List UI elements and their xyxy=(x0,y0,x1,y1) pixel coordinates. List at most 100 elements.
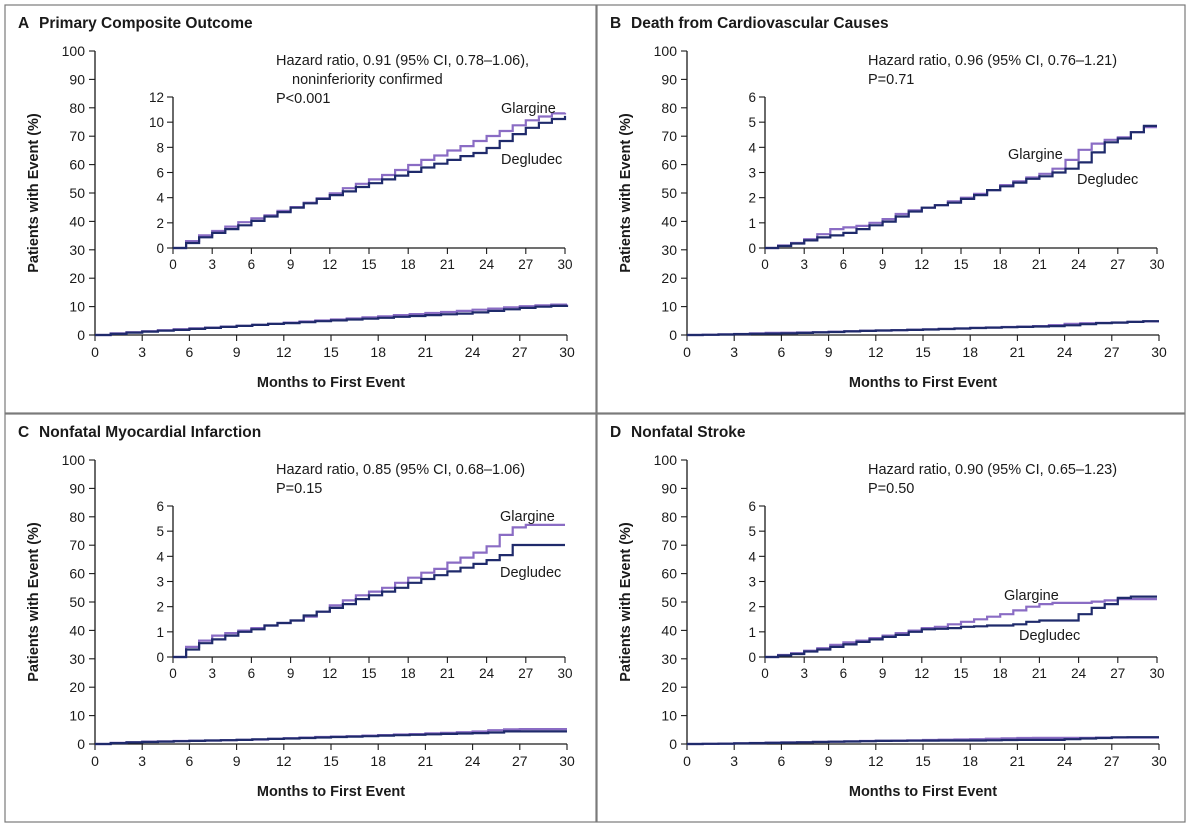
inset-x-tick-label: 0 xyxy=(169,666,177,681)
y-tick-label: 60 xyxy=(69,157,85,173)
panel-c: C Nonfatal Myocardial Infarction010203040… xyxy=(4,413,597,823)
x-tick-label: 6 xyxy=(778,753,786,769)
x-tick-label: 3 xyxy=(730,753,738,769)
x-axis-title: Months to First Event xyxy=(257,375,405,391)
series-label-glargine: Glargine xyxy=(500,509,555,525)
main-line-degludec xyxy=(95,304,569,337)
x-tick-label: 24 xyxy=(465,753,481,769)
x-tick-label: 21 xyxy=(1010,753,1026,769)
y-tick-label: 10 xyxy=(661,708,677,724)
x-tick-label: 21 xyxy=(1010,344,1026,360)
series-label-degludec: Degludec xyxy=(1019,628,1080,644)
inset-y-tick-label: 1 xyxy=(748,216,756,231)
x-tick-label: 3 xyxy=(138,344,146,360)
x-tick-label: 24 xyxy=(1057,344,1073,360)
inset-x-tick-label: 21 xyxy=(1032,257,1047,272)
inset-x-tick-label: 0 xyxy=(761,257,769,272)
y-tick-label: 0 xyxy=(669,736,677,752)
y-tick-label: 90 xyxy=(69,480,85,496)
series-label-glargine: Glargine xyxy=(1004,588,1059,604)
x-tick-label: 0 xyxy=(91,344,99,360)
inset-x-tick-label: 12 xyxy=(322,666,337,681)
inset-y-tick-label: 4 xyxy=(748,140,756,155)
x-axis-title: Months to First Event xyxy=(257,784,405,800)
inset-x-tick-label: 18 xyxy=(401,257,416,272)
y-tick-label: 90 xyxy=(661,480,677,496)
inset-x-tick-label: 6 xyxy=(248,257,256,272)
inset-y-tick-label: 0 xyxy=(156,650,164,665)
y-tick-label: 100 xyxy=(654,452,678,468)
x-tick-label: 6 xyxy=(186,344,194,360)
x-tick-label: 3 xyxy=(730,344,738,360)
x-tick-label: 27 xyxy=(1104,344,1120,360)
inset-y-tick-label: 6 xyxy=(748,499,756,514)
y-tick-label: 20 xyxy=(69,270,85,286)
y-tick-label: 40 xyxy=(661,622,677,638)
inset-y-tick-label: 3 xyxy=(156,575,164,590)
annotation-line: P=0.71 xyxy=(868,72,914,88)
inset-x-tick-label: 30 xyxy=(1149,257,1164,272)
y-tick-label: 60 xyxy=(661,157,677,173)
inset-y-tick-label: 0 xyxy=(748,650,756,665)
inset-y-tick-label: 3 xyxy=(748,575,756,590)
x-tick-label: 18 xyxy=(962,344,978,360)
x-tick-label: 12 xyxy=(276,344,292,360)
y-tick-label: 10 xyxy=(661,299,677,315)
main-line-degludec xyxy=(95,730,567,746)
inset-y-tick-label: 2 xyxy=(748,600,756,615)
inset-x-tick-label: 12 xyxy=(914,666,929,681)
panel-title: Death from Cardiovascular Causes xyxy=(631,15,889,32)
inset-line-degludec xyxy=(765,124,1157,250)
panel-border xyxy=(4,413,597,823)
y-axis-title: Patients with Event (%) xyxy=(618,522,634,682)
x-tick-label: 27 xyxy=(1104,753,1120,769)
annotation-line: P=0.15 xyxy=(276,481,322,497)
x-tick-label: 12 xyxy=(276,753,292,769)
series-label-glargine: Glargine xyxy=(501,101,556,117)
inset-x-tick-label: 18 xyxy=(993,666,1008,681)
panel-border xyxy=(4,4,597,414)
y-tick-label: 50 xyxy=(69,185,85,201)
x-tick-label: 0 xyxy=(91,753,99,769)
y-tick-label: 0 xyxy=(77,736,85,752)
y-tick-label: 80 xyxy=(661,509,677,525)
inset-x-tick-label: 9 xyxy=(879,257,887,272)
x-tick-label: 9 xyxy=(825,753,833,769)
annotation-line: Hazard ratio, 0.91 (95% CI, 0.78–1.06), xyxy=(276,53,529,69)
y-tick-label: 70 xyxy=(661,537,677,553)
inset-x-tick-label: 21 xyxy=(440,257,455,272)
y-tick-label: 10 xyxy=(69,299,85,315)
inset-y-tick-label: 4 xyxy=(156,191,164,206)
x-tick-label: 9 xyxy=(825,344,833,360)
inset-y-tick-label: 2 xyxy=(156,216,164,231)
inset-y-tick-label: 8 xyxy=(156,140,164,155)
x-tick-label: 15 xyxy=(915,753,931,769)
panel-letter: B xyxy=(610,15,621,32)
x-tick-label: 30 xyxy=(559,344,575,360)
inset-y-tick-label: 1 xyxy=(156,625,164,640)
y-tick-label: 80 xyxy=(69,509,85,525)
inset-line-degludec xyxy=(765,595,1157,659)
inset-y-tick-label: 5 xyxy=(748,115,756,130)
x-tick-label: 27 xyxy=(512,753,528,769)
inset-x-tick-label: 15 xyxy=(953,257,968,272)
panel-title: Primary Composite Outcome xyxy=(39,15,253,32)
inset-y-tick-label: 2 xyxy=(748,191,756,206)
inset-y-tick-label: 3 xyxy=(748,166,756,181)
inset-y-tick-label: 0 xyxy=(156,241,164,256)
y-tick-label: 10 xyxy=(69,708,85,724)
annotation-line: P<0.001 xyxy=(276,91,330,107)
inset-y-tick-label: 12 xyxy=(149,90,164,105)
x-tick-label: 27 xyxy=(512,344,528,360)
inset-x-tick-label: 27 xyxy=(518,666,533,681)
inset-x-tick-label: 24 xyxy=(1071,666,1087,681)
x-tick-label: 9 xyxy=(233,753,241,769)
inset-y-tick-label: 10 xyxy=(149,115,164,130)
inset-x-tick-label: 18 xyxy=(401,666,416,681)
inset-x-tick-label: 3 xyxy=(208,666,216,681)
annotation-line: Hazard ratio, 0.90 (95% CI, 0.65–1.23) xyxy=(868,462,1117,478)
inset-x-tick-label: 27 xyxy=(1110,257,1125,272)
inset-x-tick-label: 0 xyxy=(169,257,177,272)
